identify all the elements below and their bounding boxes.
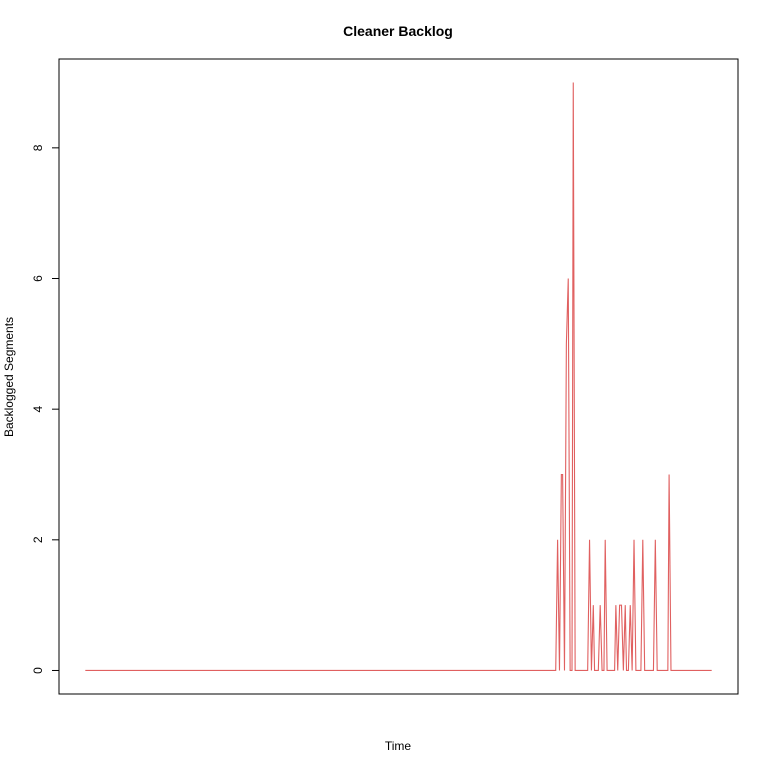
chart-title: Cleaner Backlog — [343, 23, 453, 39]
y-tick-label: 8 — [31, 144, 45, 151]
y-tick-label: 2 — [31, 536, 45, 543]
y-tick-label: 6 — [31, 275, 45, 282]
x-axis-label: Time — [385, 739, 412, 753]
y-axis-label: Backlogged Segments — [2, 317, 16, 437]
y-axis: 0 2 4 6 8 — [31, 144, 59, 674]
y-tick-label: 4 — [31, 406, 45, 413]
series-group — [85, 82, 712, 672]
plot-frame — [58, 58, 739, 695]
series-line — [85, 82, 712, 672]
y-tick-label: 0 — [31, 667, 45, 674]
